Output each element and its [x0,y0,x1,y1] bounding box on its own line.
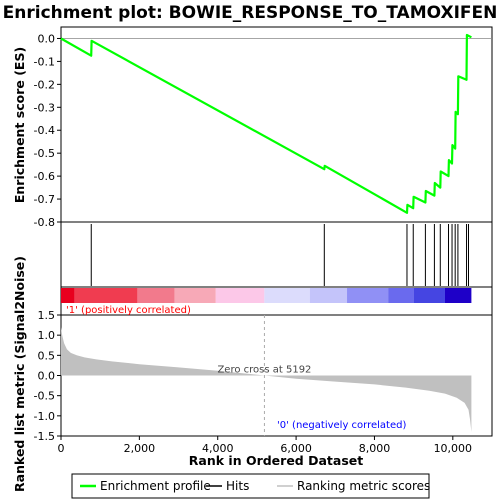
metric-y-tick-label: 0.5 [38,349,56,362]
x-axis-title: Rank in Ordered Dataset [189,453,363,468]
legend-label: Hits [226,479,249,493]
hits-panel-frame [60,221,493,288]
heat-bar-segment [309,288,348,303]
legend-label: Ranking metric scores [297,479,430,493]
x-tick-label: 2,000 [124,442,156,455]
es-y-tick-label: -0.8 [34,216,55,229]
heat-bar-segment [347,288,389,303]
es-y-axis-title: Enrichment score (ES) [12,47,27,203]
es-y-tick-label: -0.1 [34,55,55,68]
es-y-tick-label: -0.6 [34,170,55,183]
metric-y-axis-title: Ranked list metric (Signal2Noise) [12,256,27,492]
heat-bar-segment [74,288,138,303]
metric-y-tick-label: 1.5 [38,309,56,322]
heat-bar-segment [264,288,310,303]
es-y-tick-label: -0.3 [34,101,55,114]
heat-bar-segment [413,288,445,303]
x-tick-label: 8,000 [359,442,391,455]
es-y-ticks: 0.0 -0.1 -0.2 -0.3 -0.4 -0.5 -0.6 -0.7 -0.8 [34,32,61,229]
es-y-tick-label: -0.2 [34,78,55,91]
enrichment-profile-line [60,33,472,214]
zero-cross-label: Zero cross at 5192 [217,365,311,376]
ranked-heat-bar [61,288,472,303]
x-tick-label: 10,000 [434,442,473,455]
metric-y-tick-label: 1.0 [38,329,56,342]
es-y-tick-label: 0.0 [38,32,56,45]
es-y-tick-label: -0.5 [34,147,55,160]
heat-bar-segment [137,288,175,303]
positive-correlation-label: '1' (positively correlated) [66,305,191,316]
metric-y-ticks: 1.5 1.0 0.5 0.0 -0.5 -1.0 -1.5 [34,309,61,443]
hits-marks [90,224,469,286]
es-panel-frame [60,26,493,223]
x-tick-label: 4,000 [202,442,234,455]
heat-bar-segment [174,288,216,303]
heat-bar-segment [444,288,472,303]
metric-y-tick-label: -1.5 [34,430,55,443]
x-tick-label: 6,000 [280,442,312,455]
x-ticks: 0 2,000 4,000 6,000 8,000 10,000 [58,436,473,455]
metric-y-tick-label: -1.0 [34,410,55,423]
es-y-tick-label: -0.4 [34,124,55,137]
x-tick-label: 0 [58,442,65,455]
heat-bar-segment [61,288,75,303]
es-y-tick-label: -0.7 [34,193,55,206]
metric-y-tick-label: 0.0 [38,370,56,383]
negative-correlation-label: '0' (negatively correlated) [277,420,406,431]
legend-label: Enrichment profile [100,479,211,493]
chart-title: Enrichment plot: BOWIE_RESPONSE_TO_TAMOX… [3,3,498,23]
heat-bar-segment [388,288,414,303]
ranking-metric-area [61,327,472,432]
heat-bar-segment [215,288,265,303]
legend-box [71,473,430,499]
legend: Enrichment profile Hits Ranking metric sco… [80,479,430,493]
metric-y-tick-label: -0.5 [34,390,55,403]
